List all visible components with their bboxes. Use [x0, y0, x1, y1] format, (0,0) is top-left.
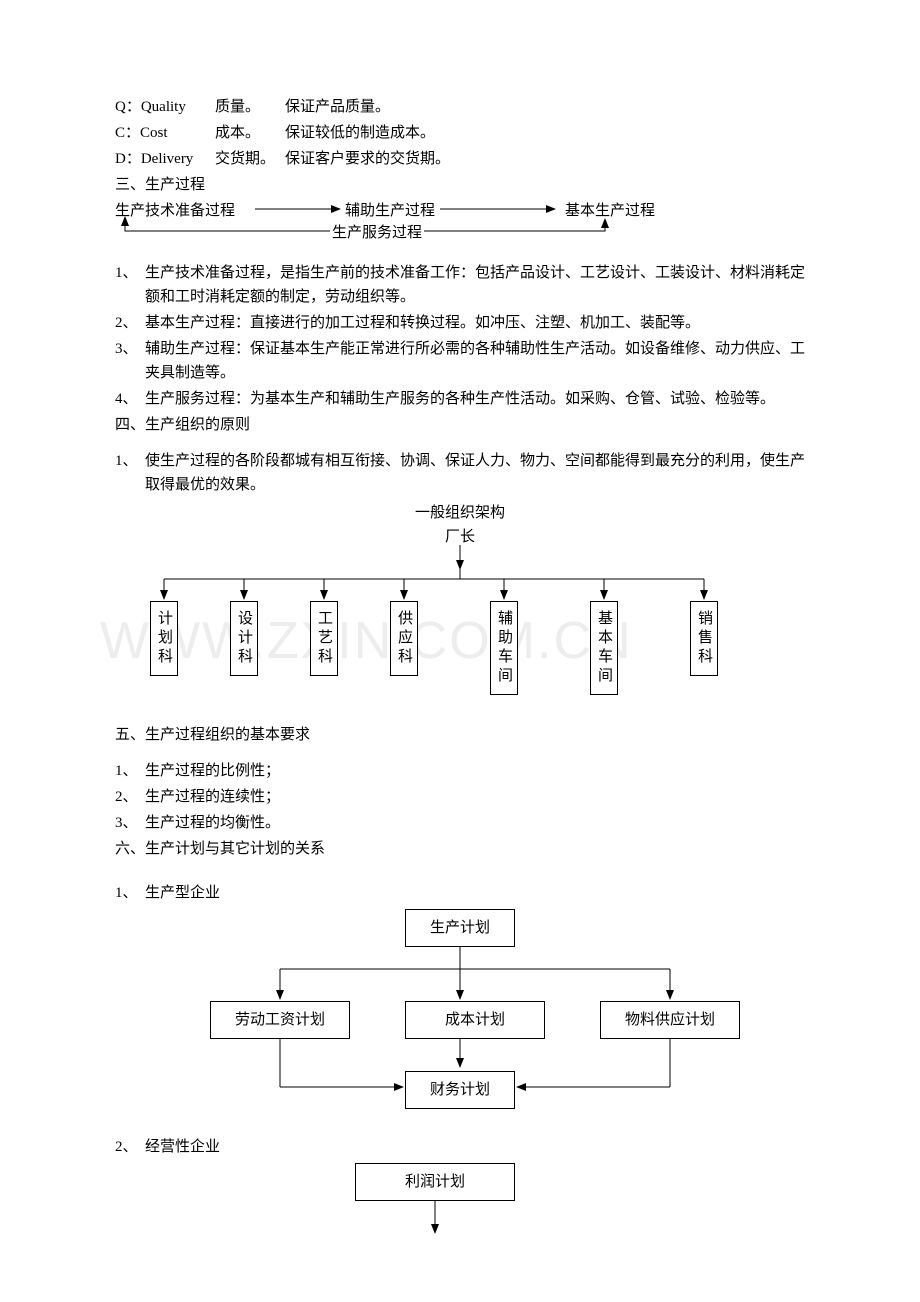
org-title2-text: 厂长 [445, 529, 475, 545]
item6-1-n: 1、 [115, 881, 145, 905]
definition-row: Q：Quality质量。保证产品质量。 [115, 95, 805, 119]
section5-title: 五、生产过程组织的基本要求 [115, 723, 805, 747]
def-desc: 保证较低的制造成本。 [285, 121, 435, 145]
list5: 1、生产过程的比例性；2、生产过程的连续性；3、生产过程的均衡性。 [115, 759, 805, 835]
list-item: 1、生产技术准备过程，是指生产前的技术准备工作：包括产品设计、工艺设计、工装设计… [115, 261, 805, 309]
list-item: 2、生产过程的连续性； [115, 785, 805, 809]
item6-2-n: 2、 [115, 1135, 145, 1159]
list-item-text: 使生产过程的各阶段都城有相互衔接、协调、保证人力、物力、空间都能得到最充分的利用… [145, 449, 805, 497]
list-item-num: 2、 [115, 785, 145, 809]
list-item-text: 生产过程的连续性； [145, 785, 805, 809]
list-item: 2、基本生产过程：直接进行的加工过程和转换过程。如冲压、注塑、机加工、装配等。 [115, 311, 805, 335]
flow1-b: 辅助生产过程 [345, 199, 435, 223]
org-node: 工艺科 [310, 601, 338, 676]
flow1-c: 基本生产过程 [565, 199, 655, 223]
item6-1-t: 生产型企业 [145, 885, 220, 901]
list-item-num: 1、 [115, 449, 145, 497]
definition-row: D：Delivery交货期。保证客户要求的交货期。 [115, 147, 805, 171]
list-item-text: 生产服务过程：为基本生产和辅助生产服务的各种生产性活动。如采购、仓管、试验、检验… [145, 387, 805, 411]
definitions-block: Q：Quality质量。保证产品质量。C：Cost成本。保证较低的制造成本。D：… [115, 95, 805, 171]
flow1: 生产技术准备过程 辅助生产过程 基本生产过程 生产服务过程 [115, 199, 805, 249]
plan-mid: 成本计划 [405, 1001, 545, 1039]
item6-2-t: 经营性企业 [145, 1139, 220, 1155]
org-node: 计划科 [150, 601, 178, 676]
def-key: D：Delivery [115, 147, 215, 171]
list-item: 3、生产过程的均衡性。 [115, 811, 805, 835]
org-title1: 一般组织架构 厂长 [115, 501, 805, 549]
profit-box: 利润计划 [355, 1163, 515, 1201]
list-item-num: 3、 [115, 337, 145, 385]
list-item: 4、生产服务过程：为基本生产和辅助生产服务的各种生产性活动。如采购、仓管、试验、… [115, 387, 805, 411]
list-item-num: 2、 [115, 311, 145, 335]
def-word: 成本。 [215, 121, 285, 145]
list-item-num: 4、 [115, 387, 145, 411]
org-node: 销售科 [690, 601, 718, 676]
flow1-a: 生产技术准备过程 [115, 199, 235, 223]
list-item: 3、辅助生产过程：保证基本生产能正常进行所必需的各种辅助性生产活动。如设备维修、… [115, 337, 805, 385]
list4: 1、使生产过程的各阶段都城有相互衔接、协调、保证人力、物力、空间都能得到最充分的… [115, 449, 805, 497]
org-node: 基本车间 [590, 601, 618, 695]
def-word: 质量。 [215, 95, 285, 119]
org-title1-text: 一般组织架构 [415, 505, 505, 521]
list-item-text: 生产技术准备过程，是指生产前的技术准备工作：包括产品设计、工艺设计、工装设计、材… [145, 261, 805, 309]
section4-title: 四、生产组织的原则 [115, 413, 805, 437]
plan-chart: 生产计划 劳动工资计划 成本计划 物料供应计划 财务计划 [115, 909, 805, 1129]
list-item: 1、使生产过程的各阶段都城有相互衔接、协调、保证人力、物力、空间都能得到最充分的… [115, 449, 805, 497]
list3: 1、生产技术准备过程，是指生产前的技术准备工作：包括产品设计、工艺设计、工装设计… [115, 261, 805, 411]
def-desc: 保证产品质量。 [285, 95, 390, 119]
list-item-text: 基本生产过程：直接进行的加工过程和转换过程。如冲压、注塑、机加工、装配等。 [145, 311, 805, 335]
list-item-text: 辅助生产过程：保证基本生产能正常进行所必需的各种辅助性生产活动。如设备维修、动力… [145, 337, 805, 385]
org-chart: 一般组织架构 厂长 计划科 设计科 工艺科 供应科 辅助车间 基本车间 销售科 [115, 501, 805, 721]
org-node: 辅助车间 [490, 601, 518, 695]
list-item: 1、生产过程的比例性； [115, 759, 805, 783]
plan-top: 生产计划 [405, 909, 515, 947]
plan-mid: 劳动工资计划 [210, 1001, 350, 1039]
plan-bottom: 财务计划 [405, 1071, 515, 1109]
def-key: Q：Quality [115, 95, 215, 119]
def-desc: 保证客户要求的交货期。 [285, 147, 450, 171]
list-item-text: 生产过程的均衡性。 [145, 811, 805, 835]
plan-mid: 物料供应计划 [600, 1001, 740, 1039]
list-item-num: 3、 [115, 811, 145, 835]
list-item-text: 生产过程的比例性； [145, 759, 805, 783]
item6-1: 1、生产型企业 [115, 881, 805, 905]
profit-chart: 利润计划 [115, 1163, 805, 1243]
org-node: 供应科 [390, 601, 418, 676]
section6-title: 六、生产计划与其它计划的关系 [115, 837, 805, 861]
flow1-d: 生产服务过程 [330, 221, 424, 245]
section3-title: 三、生产过程 [115, 173, 805, 197]
list-item-num: 1、 [115, 261, 145, 309]
item6-2: 2、经营性企业 [115, 1135, 805, 1159]
def-key: C：Cost [115, 121, 215, 145]
org-node: 设计科 [230, 601, 258, 676]
list-item-num: 1、 [115, 759, 145, 783]
definition-row: C：Cost成本。保证较低的制造成本。 [115, 121, 805, 145]
def-word: 交货期。 [215, 147, 285, 171]
